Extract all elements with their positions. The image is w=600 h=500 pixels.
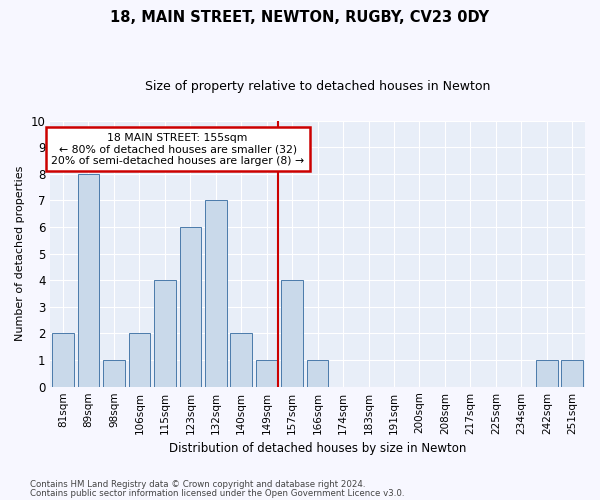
Y-axis label: Number of detached properties: Number of detached properties — [15, 166, 25, 342]
Bar — [281, 280, 303, 386]
Text: 18, MAIN STREET, NEWTON, RUGBY, CV23 0DY: 18, MAIN STREET, NEWTON, RUGBY, CV23 0DY — [110, 10, 490, 25]
Bar — [103, 360, 125, 386]
Title: Size of property relative to detached houses in Newton: Size of property relative to detached ho… — [145, 80, 490, 93]
Bar — [256, 360, 278, 386]
Bar — [77, 174, 100, 386]
Bar — [307, 360, 328, 386]
Text: Contains HM Land Registry data © Crown copyright and database right 2024.: Contains HM Land Registry data © Crown c… — [30, 480, 365, 489]
Text: 18 MAIN STREET: 155sqm
← 80% of detached houses are smaller (32)
20% of semi-det: 18 MAIN STREET: 155sqm ← 80% of detached… — [51, 132, 304, 166]
Bar — [536, 360, 557, 386]
Bar — [205, 200, 227, 386]
Bar — [154, 280, 176, 386]
Bar — [179, 227, 201, 386]
X-axis label: Distribution of detached houses by size in Newton: Distribution of detached houses by size … — [169, 442, 466, 455]
Bar — [562, 360, 583, 386]
Bar — [230, 334, 252, 386]
Text: Contains public sector information licensed under the Open Government Licence v3: Contains public sector information licen… — [30, 488, 404, 498]
Bar — [52, 334, 74, 386]
Bar — [128, 334, 150, 386]
